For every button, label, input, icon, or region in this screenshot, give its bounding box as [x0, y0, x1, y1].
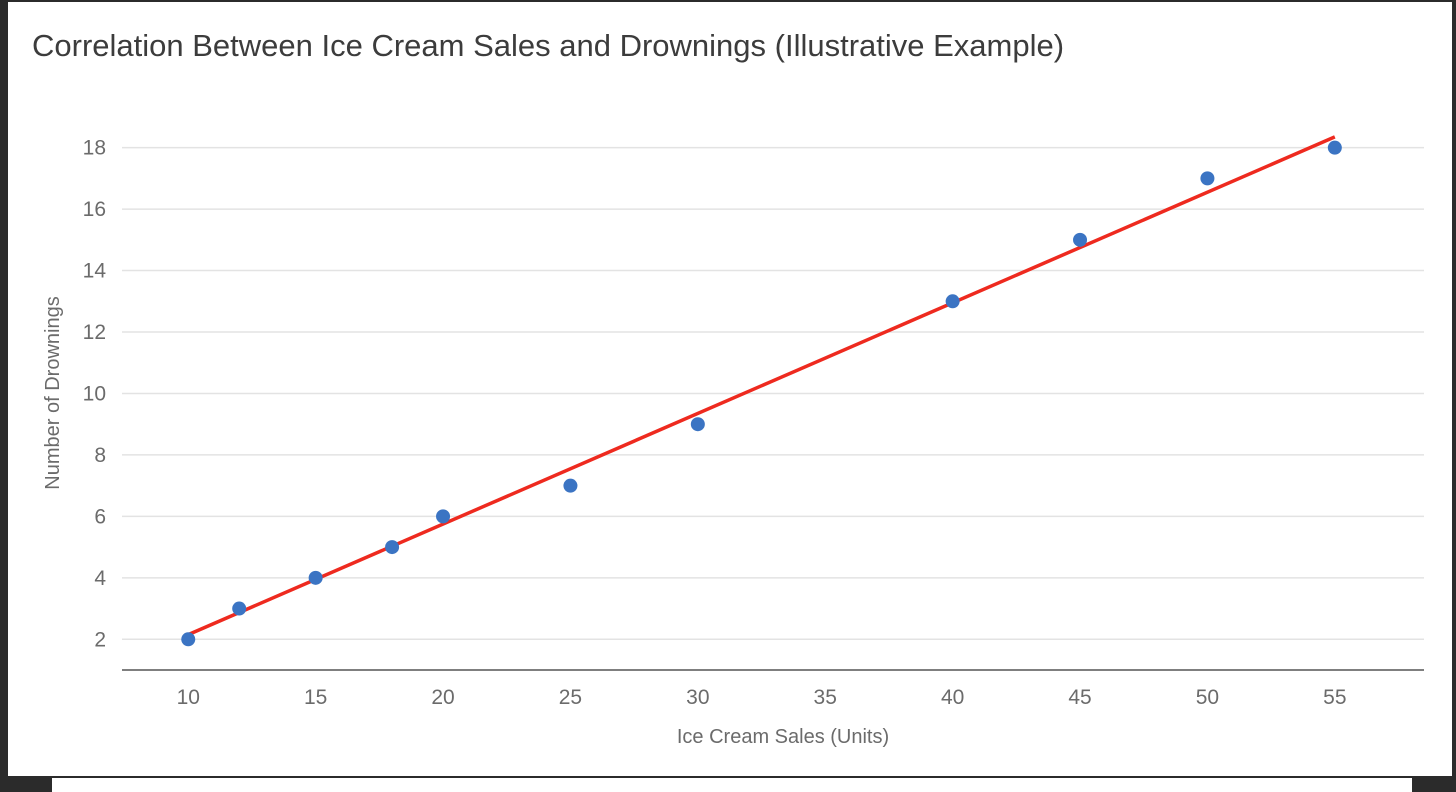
data-point-12	[232, 601, 247, 616]
data-point-30	[690, 417, 705, 432]
data-point-40	[945, 294, 960, 309]
y-tick-label-8: 8	[94, 444, 106, 467]
x-tick-labels: 10 15 20 25 30 35 40 45 50 55	[177, 686, 1347, 709]
y-tick-label-18: 18	[83, 137, 106, 160]
y-tick-labels: 2 4 6 8 10 12 14 16 18	[83, 137, 107, 652]
x-tick-label-35: 35	[814, 686, 837, 709]
data-point-45	[1073, 232, 1088, 247]
y-tick-label-10: 10	[83, 382, 106, 405]
y-tick-label-12: 12	[83, 321, 106, 344]
data-point-18	[385, 540, 400, 555]
x-tick-label-50: 50	[1196, 686, 1219, 709]
x-tick-label-20: 20	[431, 686, 454, 709]
y-tick-label-2: 2	[94, 628, 106, 651]
chart-title: Correlation Between Ice Cream Sales and …	[32, 28, 1065, 63]
y-axis-title: Number of Drownings	[42, 296, 64, 489]
data-point-10	[181, 632, 196, 647]
data-point-25	[563, 478, 578, 493]
data-points	[181, 140, 1342, 647]
y-tick-label-14: 14	[83, 260, 107, 283]
frame-bottom-edge	[52, 778, 1412, 792]
x-tick-label-10: 10	[177, 686, 200, 709]
x-tick-label-25: 25	[559, 686, 582, 709]
x-tick-label-40: 40	[941, 686, 964, 709]
data-point-55	[1327, 140, 1342, 155]
x-axis-title: Ice Cream Sales (Units)	[677, 726, 889, 748]
gridlines	[122, 146, 1424, 641]
trend-line	[187, 135, 1336, 637]
trend-lines	[187, 135, 1336, 637]
x-tick-label-55: 55	[1323, 686, 1346, 709]
chart-frame	[8, 2, 1452, 776]
y-tick-label-4: 4	[94, 567, 106, 590]
y-tick-label-16: 16	[83, 198, 106, 221]
x-tick-label-30: 30	[686, 686, 709, 709]
y-tick-label-6: 6	[94, 505, 106, 528]
data-point-50	[1200, 171, 1215, 186]
x-tick-label-45: 45	[1068, 686, 1091, 709]
data-point-20	[436, 509, 451, 524]
x-tick-label-15: 15	[304, 686, 327, 709]
data-point-15	[308, 570, 323, 585]
